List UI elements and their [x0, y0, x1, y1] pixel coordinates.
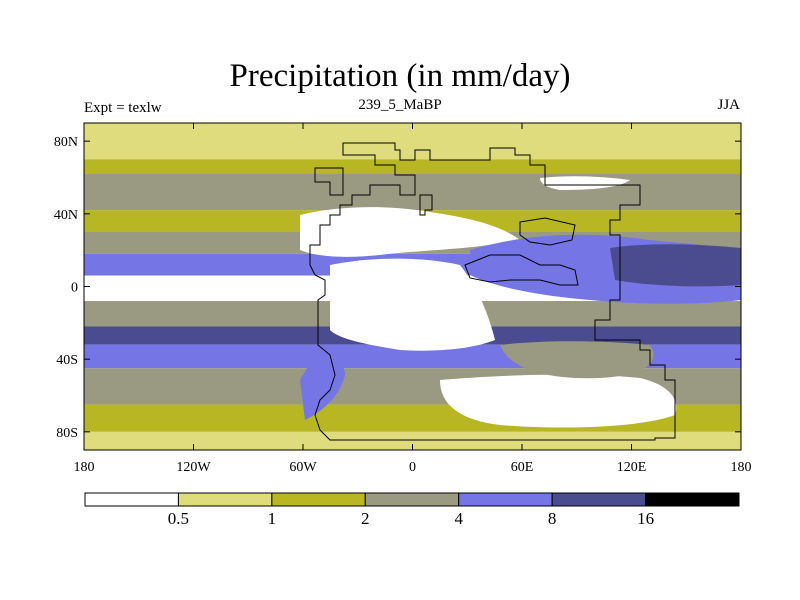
x-tick-label: 120W	[176, 460, 211, 475]
precip-patches	[300, 176, 741, 428]
x-tick-label: 60W	[289, 460, 317, 475]
experiment-label: Expt = texlw	[84, 100, 162, 116]
colorbar-label: 4	[454, 509, 463, 528]
colorbar-label: 16	[637, 509, 654, 528]
y-axis: 80N 40N 0 40S 80S	[54, 135, 741, 441]
x-tick-label: 180	[731, 460, 752, 475]
moist-patch-south-coast	[500, 341, 654, 379]
y-tick-label: 40N	[54, 208, 78, 223]
time-label: 239_5_MaBP	[358, 97, 442, 113]
x-tick-label: 120E	[617, 460, 647, 475]
plot-title: Precipitation (in mm/day)	[229, 58, 571, 94]
precip-band-polar-south	[84, 431, 741, 450]
colorbar-label: 1	[268, 509, 277, 528]
season-label: JJA	[717, 97, 740, 113]
colorbar-swatch	[177, 492, 273, 507]
colorbar-swatch	[271, 492, 366, 507]
x-axis: 180 120W 60W 0 60E 120E 180	[74, 123, 752, 475]
coastline	[309, 142, 676, 441]
y-tick-label: 80N	[54, 135, 78, 150]
northwest-landmass	[314, 167, 344, 196]
supercontinent-outline	[309, 142, 676, 441]
x-tick-label: 60E	[511, 460, 534, 475]
colorbar-swatch	[551, 492, 647, 507]
colorbar-swatch	[458, 492, 553, 507]
y-tick-label: 80S	[56, 426, 78, 441]
precip-band-north-storm-track	[84, 173, 741, 211]
colorbar-label: 0.5	[168, 509, 189, 528]
colorbar-label: 2	[361, 509, 370, 528]
colorbar-swatch	[645, 492, 740, 507]
colorbar-label: 8	[548, 509, 557, 528]
y-tick-label: 40S	[56, 353, 78, 368]
inland-sea-east	[464, 254, 579, 286]
dry-region-northeast	[540, 176, 630, 190]
colorbar-swatch	[364, 492, 460, 507]
x-tick-label: 180	[74, 460, 95, 475]
north-island	[419, 194, 433, 216]
x-tick-label: 0	[409, 460, 416, 475]
colorbar: 0.5 1 2 4 8 16	[84, 492, 740, 528]
dry-region-south	[440, 374, 677, 428]
wet-core-east	[610, 244, 741, 287]
colorbar-swatch	[84, 492, 179, 507]
dry-region-central	[330, 258, 495, 351]
dry-region-north	[300, 207, 520, 257]
y-tick-label: 0	[71, 281, 78, 296]
precip-band-polar-north	[84, 123, 741, 160]
inland-basin-east	[519, 217, 576, 246]
